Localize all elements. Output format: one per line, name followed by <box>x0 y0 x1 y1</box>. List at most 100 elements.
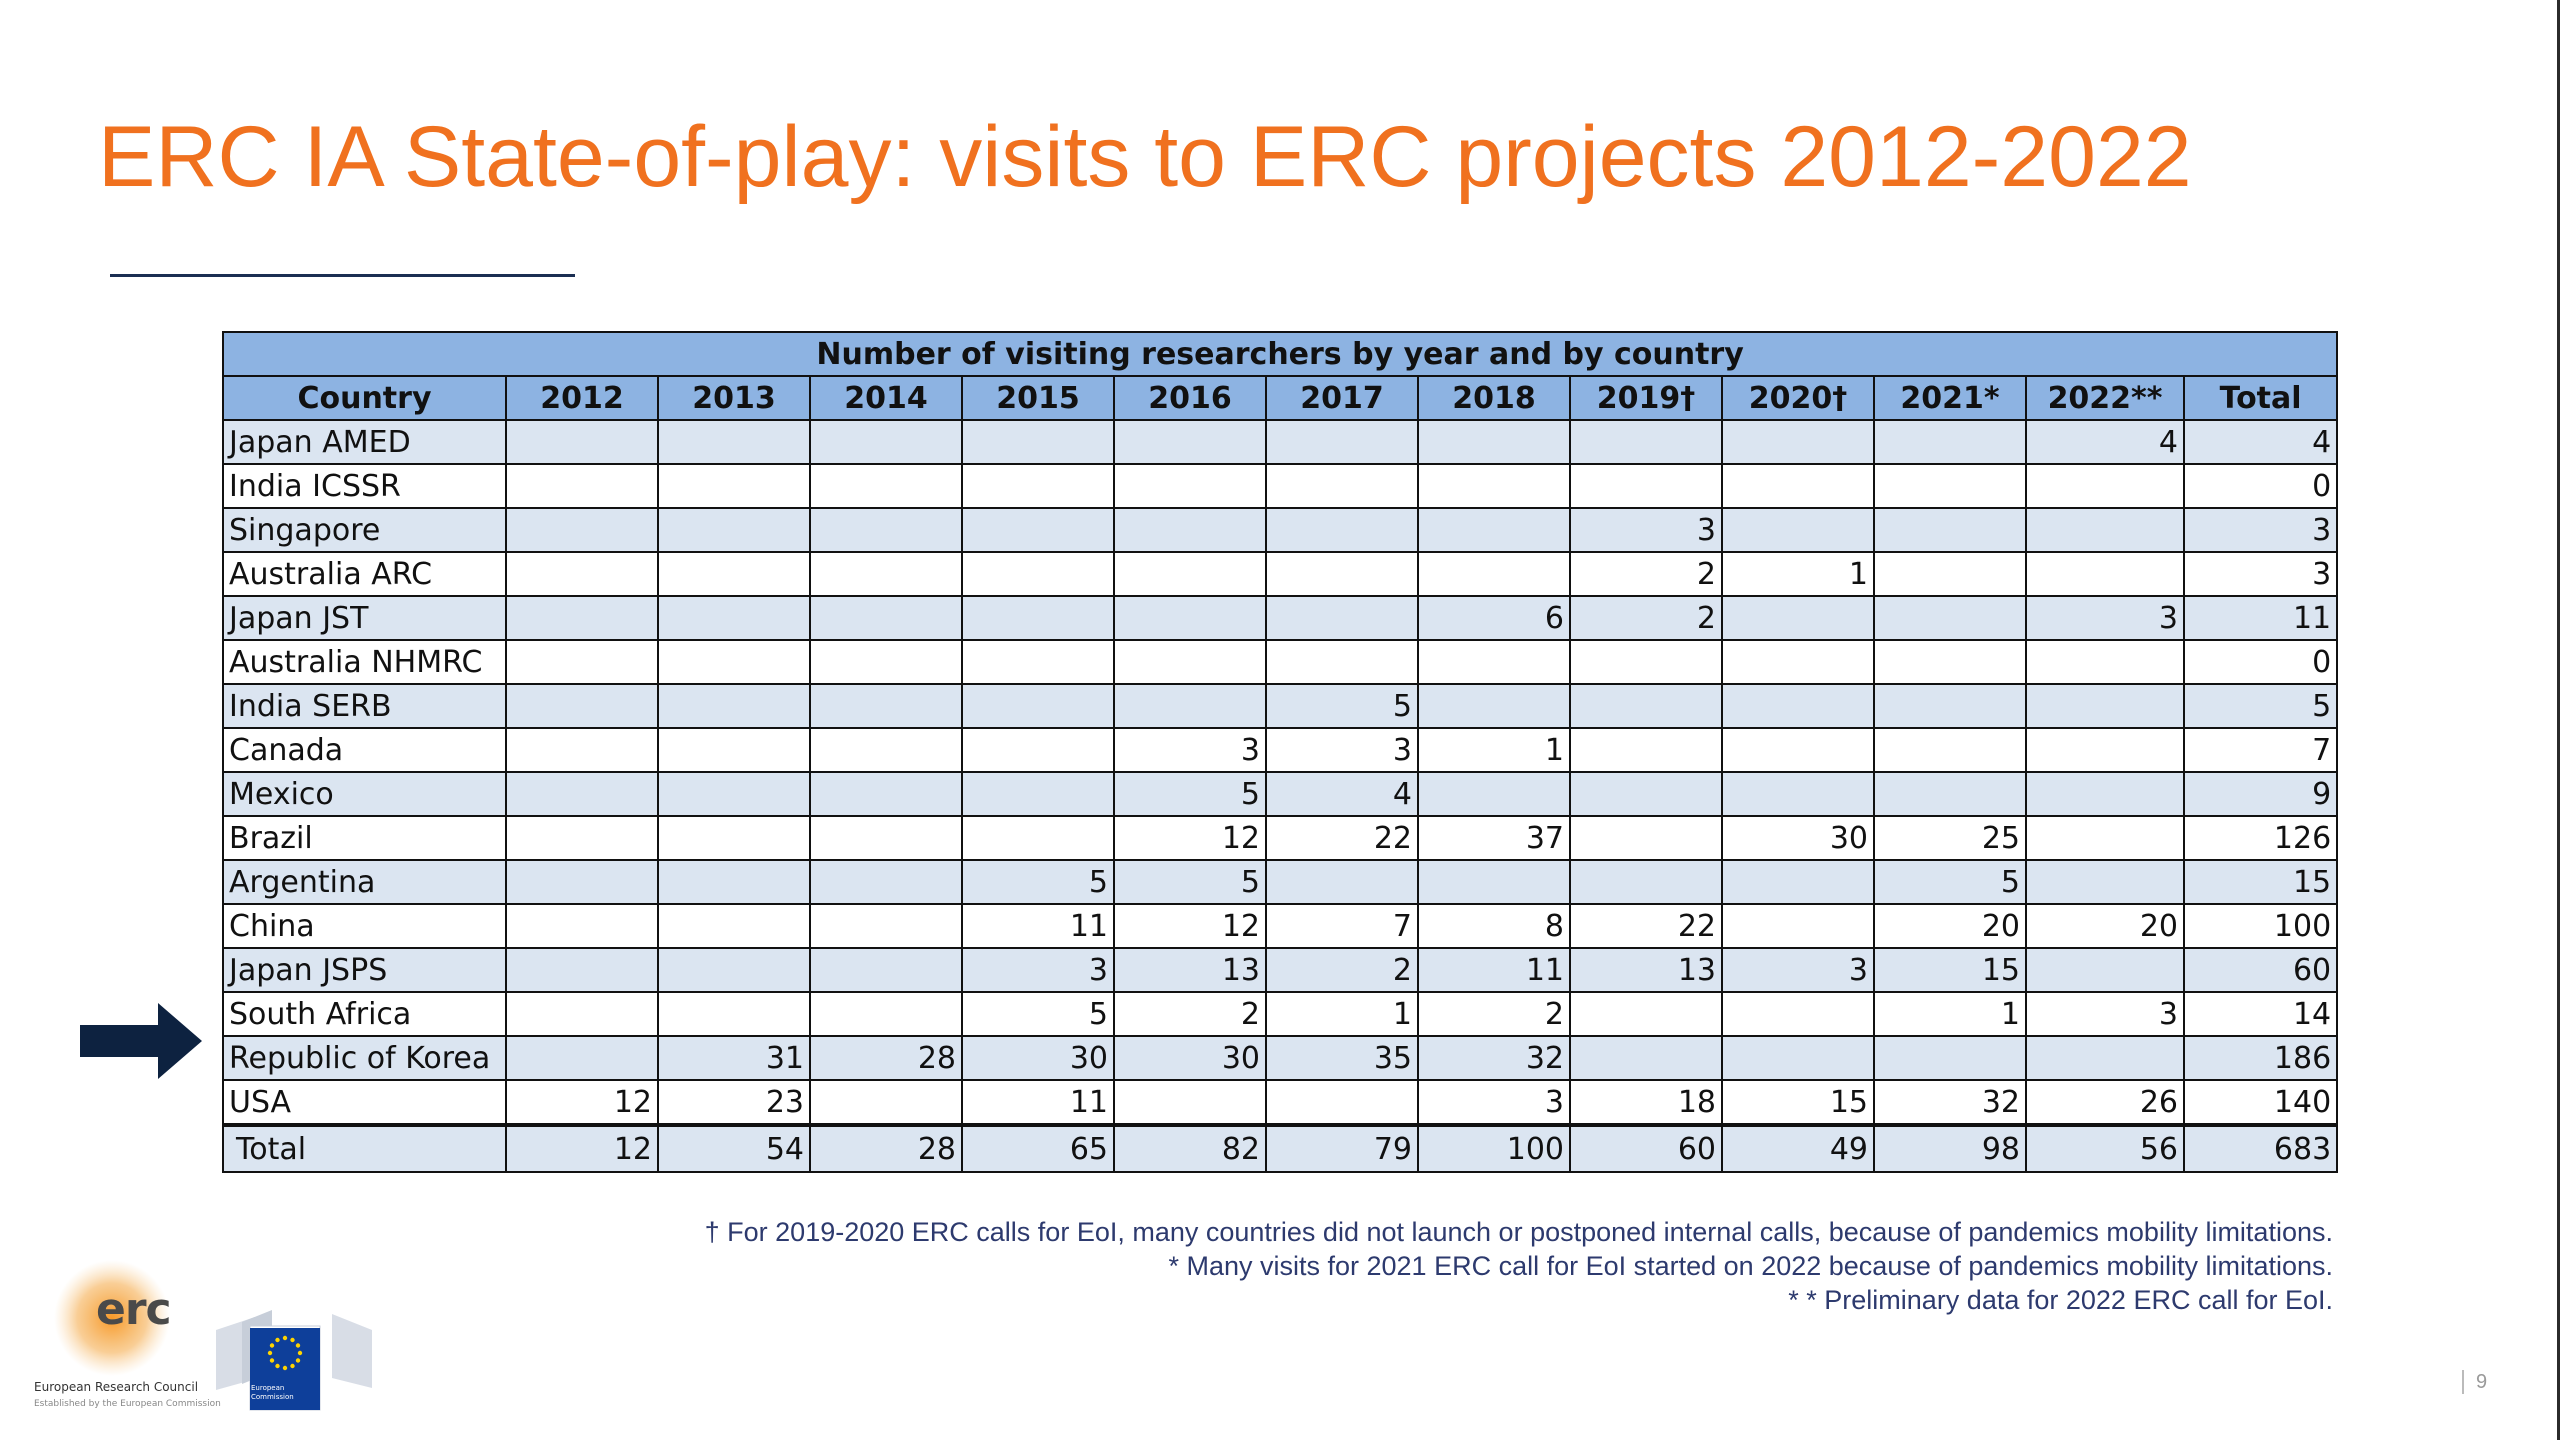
column-header: 2021* <box>1873 375 2027 421</box>
value-cell: 2 <box>1569 595 1723 641</box>
column-header: 2013 <box>657 375 811 421</box>
value-cell: 12 <box>1113 903 1267 949</box>
value-cell <box>1417 419 1571 465</box>
value-cell <box>1113 1079 1267 1126</box>
value-cell: 11 <box>961 1079 1115 1126</box>
value-cell <box>1417 463 1571 509</box>
column-header-country: Country <box>222 375 507 421</box>
row-total-cell: 3 <box>2182 507 2339 553</box>
ec-caption: European Commission <box>251 1384 294 1401</box>
value-cell: 28 <box>809 1035 963 1081</box>
value-cell <box>961 683 1115 729</box>
value-cell <box>961 815 1115 861</box>
value-cell <box>505 815 659 861</box>
table-row: India ICSSR 0 <box>222 463 2339 509</box>
country-cell: Japan JSPS <box>222 947 507 993</box>
value-cell: 15 <box>1873 947 2027 993</box>
value-cell <box>1113 683 1267 729</box>
value-cell <box>505 639 659 685</box>
value-cell <box>809 727 963 773</box>
value-cell <box>809 859 963 905</box>
value-cell <box>2025 639 2185 685</box>
value-cell: 20 <box>2025 903 2185 949</box>
table-total-row: Total 12 54 28 65 82 79 100 60 49 98 56 683 <box>222 1123 2339 1173</box>
column-header: 2016 <box>1113 375 1267 421</box>
total-value-cell: 49 <box>1721 1123 1875 1173</box>
value-cell <box>1265 551 1419 597</box>
row-total-cell: 14 <box>2182 991 2339 1037</box>
value-cell <box>657 683 811 729</box>
slide-title: ERC IA State-of-play: visits to ERC proj… <box>98 109 2192 205</box>
value-cell <box>1265 463 1419 509</box>
value-cell: 30 <box>1113 1035 1267 1081</box>
value-cell: 5 <box>961 991 1115 1037</box>
value-cell <box>505 859 659 905</box>
value-cell <box>1721 683 1875 729</box>
value-cell <box>2025 683 2185 729</box>
value-cell: 13 <box>1569 947 1723 993</box>
value-cell <box>505 595 659 641</box>
country-cell: Argentina <box>222 859 507 905</box>
value-cell <box>505 683 659 729</box>
value-cell <box>1569 991 1723 1037</box>
value-cell <box>1265 595 1419 641</box>
value-cell <box>809 507 963 553</box>
value-cell: 1 <box>1417 727 1571 773</box>
value-cell <box>809 419 963 465</box>
row-total-cell: 186 <box>2182 1035 2339 1081</box>
value-cell <box>657 771 811 817</box>
value-cell: 4 <box>1265 771 1419 817</box>
value-cell <box>1721 903 1875 949</box>
value-cell <box>1721 771 1875 817</box>
row-total-cell: 15 <box>2182 859 2339 905</box>
value-cell <box>1113 419 1267 465</box>
country-cell: China <box>222 903 507 949</box>
arrow-right-icon <box>80 1003 202 1079</box>
value-cell <box>1721 463 1875 509</box>
value-cell <box>657 419 811 465</box>
value-cell <box>505 991 659 1037</box>
value-cell <box>1721 1035 1875 1081</box>
value-cell <box>505 551 659 597</box>
value-cell: 7 <box>1265 903 1419 949</box>
value-cell: 30 <box>1721 815 1875 861</box>
european-commission-logo <box>216 1310 372 1411</box>
country-cell: Canada <box>222 727 507 773</box>
total-value-cell: 100 <box>1417 1123 1571 1173</box>
country-cell: Singapore <box>222 507 507 553</box>
table-row: Argentina 5 5 5 15 <box>222 859 2339 905</box>
value-cell <box>657 595 811 641</box>
total-value-cell: 683 <box>2182 1123 2339 1173</box>
column-header: 2022** <box>2025 375 2185 421</box>
value-cell <box>1417 507 1571 553</box>
value-cell <box>505 771 659 817</box>
value-cell: 11 <box>961 903 1115 949</box>
value-cell <box>2025 727 2185 773</box>
row-total-cell: 126 <box>2182 815 2339 861</box>
value-cell: 2 <box>1265 947 1419 993</box>
value-cell <box>1265 639 1419 685</box>
column-header: 2014 <box>809 375 963 421</box>
value-cell <box>1569 815 1723 861</box>
value-cell <box>961 551 1115 597</box>
value-cell: 32 <box>1873 1079 2027 1126</box>
value-cell: 5 <box>961 859 1115 905</box>
value-cell <box>2025 947 2185 993</box>
erc-caption: European Research Council <box>34 1380 199 1394</box>
value-cell <box>657 859 811 905</box>
value-cell <box>1113 551 1267 597</box>
value-cell <box>1113 595 1267 641</box>
value-cell: 1 <box>1721 551 1875 597</box>
value-cell: 2 <box>1417 991 1571 1037</box>
value-cell <box>1721 595 1875 641</box>
country-cell: Japan AMED <box>222 419 507 465</box>
value-cell <box>1569 859 1723 905</box>
value-cell <box>1569 771 1723 817</box>
table-row: Republic of Korea 31 28 30 30 35 32 186 <box>222 1035 2339 1081</box>
value-cell: 22 <box>1569 903 1723 949</box>
country-cell: Mexico <box>222 771 507 817</box>
table-row: Japan JST 6 2 3 11 <box>222 595 2339 641</box>
row-total-cell: 11 <box>2182 595 2339 641</box>
country-cell: Australia ARC <box>222 551 507 597</box>
value-cell: 12 <box>505 1079 659 1126</box>
